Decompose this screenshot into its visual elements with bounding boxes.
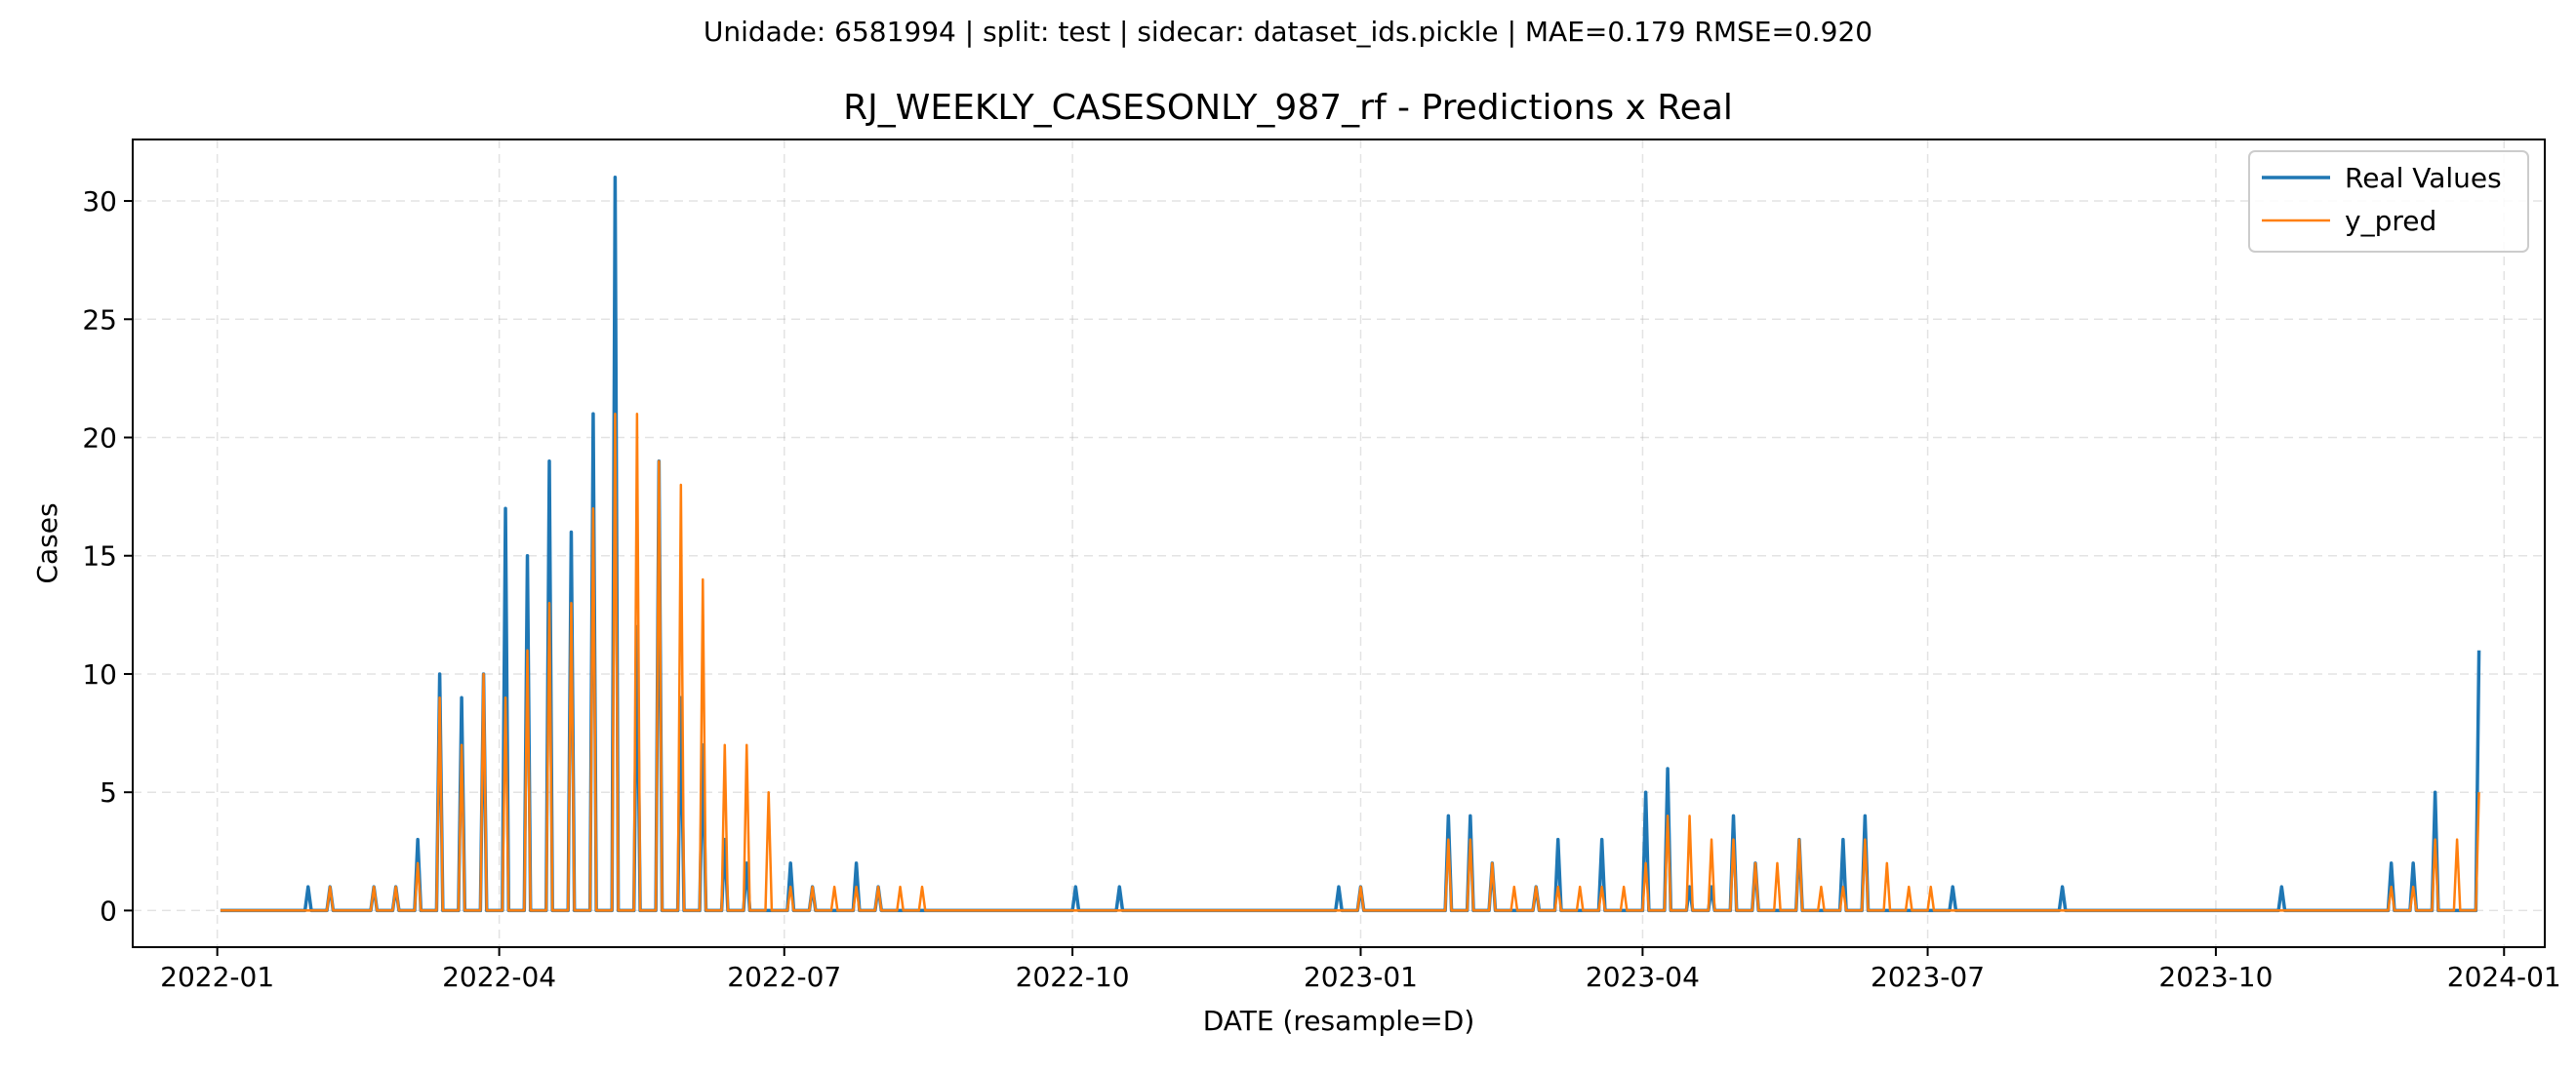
x-tick-label: 2023-01 (1304, 961, 1418, 993)
y-tick-label: 15 (82, 540, 117, 573)
x-tick-label: 2022-07 (727, 961, 841, 993)
x-tick-label: 2023-10 (2158, 961, 2273, 993)
chart-title: RJ_WEEKLY_CASESONLY_987_rf - Predictions… (843, 88, 1733, 128)
figure-suptitle: Unidade: 6581994 | split: test | sidecar… (703, 16, 1873, 48)
x-tick-label: 2022-10 (1016, 961, 1130, 993)
series-line-real-values (220, 176, 2481, 913)
y-tick-label: 20 (82, 421, 117, 454)
legend: Real Values y_pred (2248, 150, 2529, 253)
x-tick-label: 2022-04 (442, 961, 556, 993)
y-axis-label: Cases (31, 502, 63, 583)
x-tick-label: 2023-04 (1586, 961, 1700, 993)
y-tick-label: 30 (82, 185, 117, 218)
x-axis-label: DATE (resample=D) (1203, 1005, 1475, 1037)
x-tick-label: 2022-01 (160, 961, 274, 993)
x-tick-label: 2024-01 (2447, 961, 2561, 993)
plot-series (220, 176, 2481, 913)
grid (133, 139, 2545, 947)
legend-label-y-pred: y_pred (2345, 205, 2436, 237)
series-line-y-pred (220, 413, 2480, 912)
y-axis: 0 5 10 15 20 25 30 (82, 185, 133, 927)
y-tick-label: 25 (82, 303, 117, 336)
y-tick-label: 0 (100, 894, 117, 927)
x-axis: 2022-01 2022-04 2022-07 2022-10 2023-01 2023-… (160, 947, 2561, 993)
legend-label-real-values: Real Values (2345, 162, 2502, 194)
y-tick-label: 5 (100, 776, 117, 809)
plot-frame (132, 139, 2546, 948)
y-tick-label: 10 (82, 658, 117, 691)
x-tick-label: 2023-07 (1871, 961, 1985, 993)
